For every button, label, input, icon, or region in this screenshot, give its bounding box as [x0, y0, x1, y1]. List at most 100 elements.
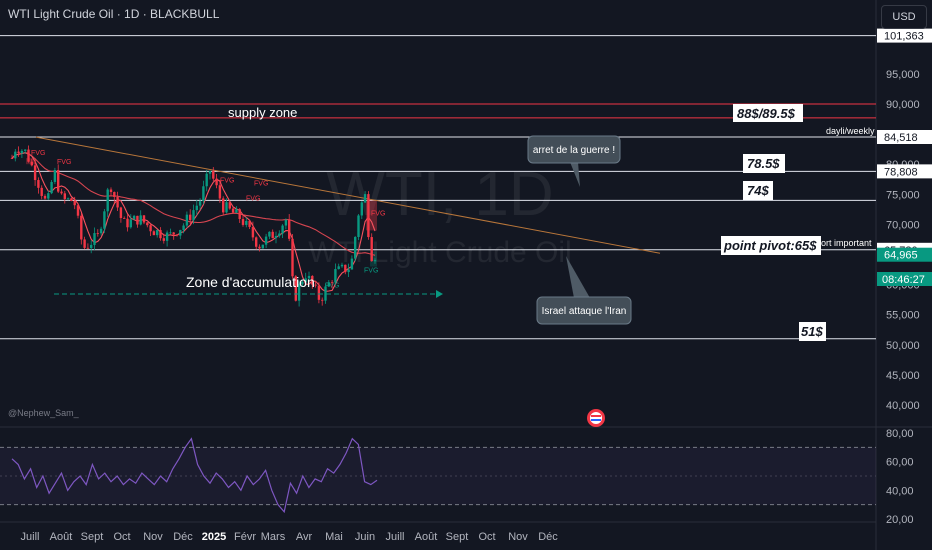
candle-body	[66, 198, 70, 200]
candle-body	[172, 232, 175, 235]
candle-body	[251, 226, 255, 238]
candle-body	[40, 187, 43, 196]
candle-body	[192, 210, 195, 221]
candle-body	[63, 193, 66, 199]
candle-body	[93, 233, 96, 245]
candle-body	[284, 219, 288, 226]
candle-body	[70, 198, 73, 201]
candle-body	[212, 171, 215, 179]
candle-body	[360, 202, 363, 216]
candle-body	[57, 169, 60, 192]
candle-body	[314, 284, 317, 286]
time-axis: Juill Août Sept Oct Nov Déc 2025 Févr Mars Avr Mai…	[21, 531, 559, 543]
callout-war-end[interactable]	[527, 135, 621, 164]
level-51-box[interactable]	[799, 322, 826, 341]
candle-body	[281, 225, 284, 234]
candle-body	[162, 238, 165, 241]
price-tick: 90,000	[886, 99, 920, 111]
price-tick: 50,000	[886, 340, 920, 352]
flag-stripe-blue	[591, 419, 601, 421]
candle-body	[255, 237, 258, 247]
level-74-label: 74$	[747, 183, 769, 198]
candle-body	[73, 200, 76, 206]
level-88-box[interactable]	[733, 104, 803, 122]
time-label: Déc	[538, 531, 558, 543]
candle-body	[179, 229, 182, 236]
candle-body	[294, 276, 297, 301]
candle-body	[86, 247, 90, 249]
candle-body	[126, 218, 129, 228]
pivot-box[interactable]	[721, 236, 821, 255]
candles	[10, 145, 377, 307]
candle-body	[245, 220, 248, 225]
time-label: Juin	[355, 531, 375, 543]
callout-israel[interactable]	[536, 296, 632, 325]
candle-body	[20, 150, 24, 154]
candle-body	[175, 234, 179, 236]
flag-inner	[590, 412, 602, 424]
candle-body	[103, 211, 106, 229]
level-785-box[interactable]	[743, 154, 785, 173]
candle-body	[132, 215, 136, 220]
fvg-label: FVG	[57, 159, 71, 166]
level-74-box[interactable]	[743, 181, 773, 200]
candle-body	[317, 285, 321, 300]
watermark-symbol: WTI, 1D	[326, 160, 553, 229]
candle-body	[182, 225, 185, 230]
fvg-label: FVG	[371, 210, 385, 217]
price-badge	[877, 130, 932, 145]
candle-body	[311, 275, 314, 285]
candle-body	[142, 215, 146, 223]
candle-body	[241, 218, 245, 225]
rsi-tick: 20,00	[886, 514, 914, 526]
accumulation-zone-label[interactable]: Zone d'accumulation	[186, 274, 315, 290]
chart-title: WTI Light Crude Oil · 1D · BLACKBULL	[8, 7, 220, 21]
candle-body	[350, 258, 354, 270]
candle-body	[291, 238, 294, 277]
time-label: Nov	[508, 531, 528, 543]
time-label: Sept	[446, 531, 469, 543]
candle-body	[27, 149, 30, 162]
callout-war-end-text: arret de la guerre !	[533, 145, 615, 156]
candle-body	[189, 214, 192, 221]
fvg-zone	[26, 158, 36, 165]
flag-stripe	[591, 415, 601, 417]
candle-body	[225, 202, 228, 213]
price-badge	[877, 164, 932, 179]
candle-body	[113, 192, 116, 197]
time-label: Févr	[234, 531, 256, 543]
candle-body	[33, 165, 37, 181]
candle-body	[96, 233, 99, 234]
time-label: 2025	[202, 531, 226, 543]
descending-trend-line	[35, 136, 661, 254]
time-label: Juill	[21, 531, 40, 543]
pivot-label: point pivot:65$	[723, 238, 817, 253]
time-label: Oct	[478, 531, 495, 543]
fvg-zones: FVGFVGFVGFVGFVGFVGFVGFVG	[26, 150, 385, 290]
price-tick: 95,000	[886, 69, 920, 81]
candle-body	[274, 236, 278, 239]
currency-button[interactable]: USD	[881, 5, 927, 29]
candle-body	[238, 209, 241, 219]
candle-body	[367, 194, 370, 238]
candle-body	[109, 189, 113, 193]
candle-body	[370, 237, 373, 262]
candle-body	[169, 232, 172, 234]
supply-zone-label[interactable]: supply zone	[228, 105, 297, 120]
candle-body	[119, 207, 123, 219]
candle-body	[139, 215, 142, 225]
candle-body	[205, 173, 208, 187]
candle-body	[53, 169, 57, 182]
candle-body	[80, 215, 83, 240]
candle-body	[10, 158, 14, 159]
candle-body	[90, 244, 93, 249]
price-axis: 95,00090,00085,00080,00075,00070,00060,0…	[877, 28, 932, 526]
candle-body	[334, 269, 337, 283]
rsi-tick: 40,00	[886, 485, 914, 497]
fvg-zone	[370, 251, 377, 267]
level-785-label: 78.5$	[747, 156, 780, 171]
author-watermark: @Nephew_Sam_	[8, 408, 80, 418]
candle-body	[50, 181, 53, 194]
candle-body	[14, 151, 17, 159]
